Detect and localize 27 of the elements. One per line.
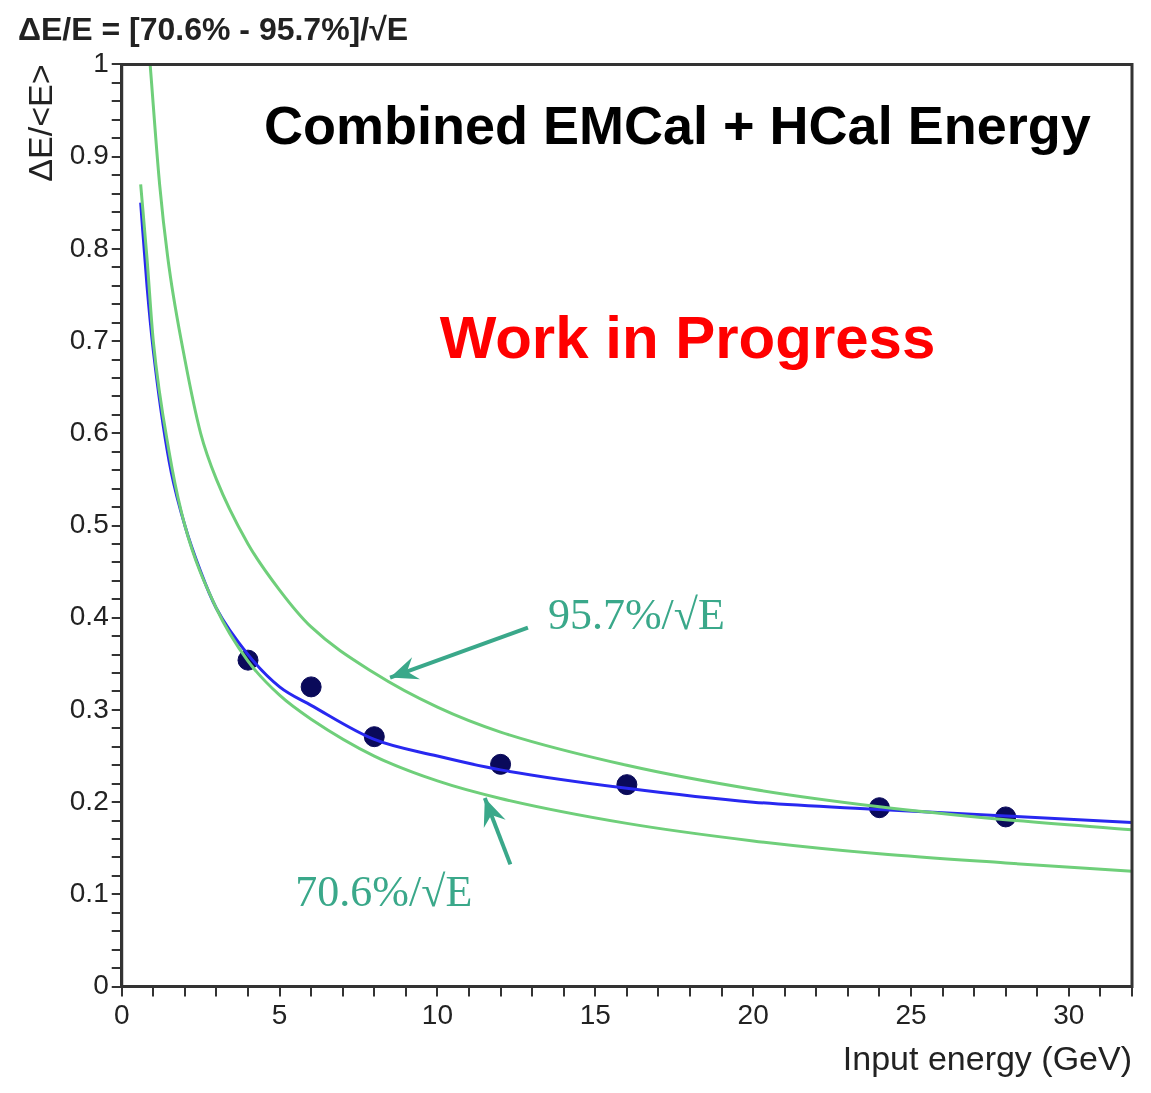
y-tick-label: 0.7 (69, 323, 109, 355)
x-tick-label: 15 (579, 999, 611, 1031)
annotation: Work in Progress (439, 303, 936, 371)
y-axis-title: ΔE/<E> (20, 64, 59, 182)
x-tick-label: 0 (113, 999, 130, 1031)
x-axis-title: Input energy (GeV) (842, 1038, 1132, 1077)
y-tick-label: 0.4 (69, 600, 109, 632)
annotation: Combined EMCal + HCal Energy (264, 94, 1091, 155)
y-tick-label: 0.8 (69, 231, 109, 263)
x-tick-label: 25 (895, 999, 927, 1031)
chart-title: ΔE/E = [70.6% - 95.7%]/√E (18, 11, 409, 48)
x-tick-label: 5 (271, 999, 288, 1031)
line-series (148, 64, 1132, 832)
x-tick-label: 30 (1053, 999, 1085, 1031)
x-tick-label: 20 (737, 999, 769, 1031)
y-tick-label: 0.1 (69, 877, 109, 909)
point (300, 676, 322, 698)
x-tick-label: 10 (421, 999, 454, 1031)
y-tick-label: 0.6 (69, 416, 109, 447)
y-tick-label: 0 (93, 969, 109, 1001)
y-tick-label: 0.2 (69, 784, 109, 816)
text: 95.7%/√E (547, 590, 725, 640)
y-tick-label: 0.5 (69, 508, 109, 540)
y-tick-label: 0.9 (69, 139, 109, 171)
y-tick-label: 1 (93, 47, 109, 79)
y-tick-label: 0.3 (69, 692, 109, 724)
series-label: 70.6%/√E (295, 866, 473, 916)
